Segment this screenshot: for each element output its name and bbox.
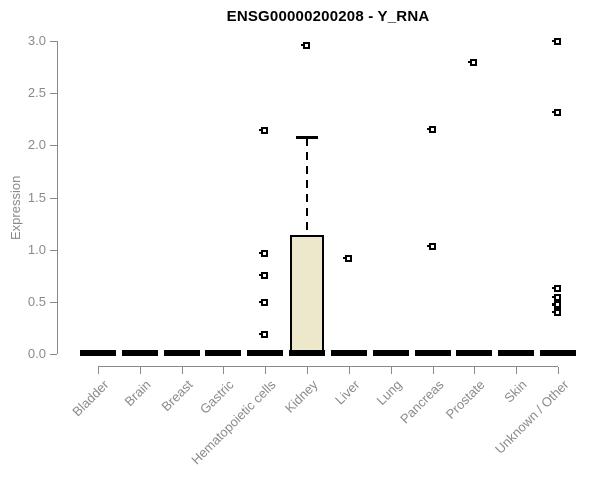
x-axis-line <box>98 366 558 367</box>
x-tick-mark <box>139 367 141 374</box>
boxplot-flat-box <box>456 350 493 356</box>
y-tick-label: 2.5 <box>27 85 46 101</box>
x-tick-mark <box>516 367 518 374</box>
boxplot-box <box>290 235 325 354</box>
y-tick-mark <box>50 41 57 42</box>
outlier-point <box>259 249 269 257</box>
x-tick-mark <box>348 367 350 374</box>
outlier-point <box>468 58 478 66</box>
y-tick-label: 1.5 <box>27 189 46 205</box>
outlier-point <box>259 331 269 339</box>
x-tick-mark <box>265 367 267 374</box>
chart-title: ENSG00000200208 - Y_RNA <box>226 8 430 25</box>
x-tick-mark <box>307 367 309 374</box>
outlier-point <box>426 242 436 250</box>
y-axis-line <box>57 41 58 354</box>
x-tick-mark <box>223 367 225 374</box>
boxplot-flat-box <box>372 350 409 356</box>
outlier-point <box>552 293 561 301</box>
y-tick-mark <box>50 301 57 303</box>
outlier-point <box>552 300 561 308</box>
outlier-point <box>426 125 436 133</box>
boxplot-flat-box <box>498 350 535 356</box>
outlier-point <box>552 38 561 46</box>
y-tick-mark <box>50 93 57 95</box>
outlier-point <box>259 271 269 279</box>
x-tick-mark <box>474 367 476 374</box>
x-tick-mark <box>98 367 99 374</box>
x-tick-mark <box>181 367 183 374</box>
y-tick-mark <box>50 354 57 355</box>
outlier-point <box>552 309 561 317</box>
y-tick-label: 2.0 <box>27 137 46 153</box>
y-tick-mark <box>50 249 57 251</box>
y-axis-title: Expression <box>8 175 23 240</box>
boxplot-flat-box <box>414 350 451 356</box>
y-tick-mark <box>50 145 57 147</box>
x-tick-mark <box>432 367 434 374</box>
boxplot-flat-box <box>205 350 242 356</box>
outlier-point <box>342 255 352 263</box>
boxplot-flat-box <box>247 350 284 356</box>
y-tick-label: 0.5 <box>27 293 46 309</box>
boxplot-flat-box <box>540 350 576 356</box>
boxplot-flat-box <box>330 350 367 356</box>
x-tick-mark <box>390 367 392 374</box>
outlier-point <box>259 126 269 134</box>
y-tick-label: 1.0 <box>27 241 46 257</box>
outlier-point <box>301 42 311 50</box>
upper-whisker-line <box>306 138 309 236</box>
y-tick-label: 0.0 <box>27 346 46 361</box>
y-tick-label: 3.0 <box>27 33 46 48</box>
outlier-point <box>259 298 269 306</box>
upper-whisker-cap <box>296 136 319 140</box>
outlier-point <box>552 285 561 293</box>
y-tick-mark <box>50 197 57 199</box>
median-line <box>289 350 326 356</box>
boxplot-flat-box <box>121 350 158 356</box>
x-tick-mark <box>558 367 559 374</box>
boxplot-flat-box <box>80 350 116 356</box>
boxplot-flat-box <box>163 350 200 356</box>
outlier-point <box>552 108 561 116</box>
